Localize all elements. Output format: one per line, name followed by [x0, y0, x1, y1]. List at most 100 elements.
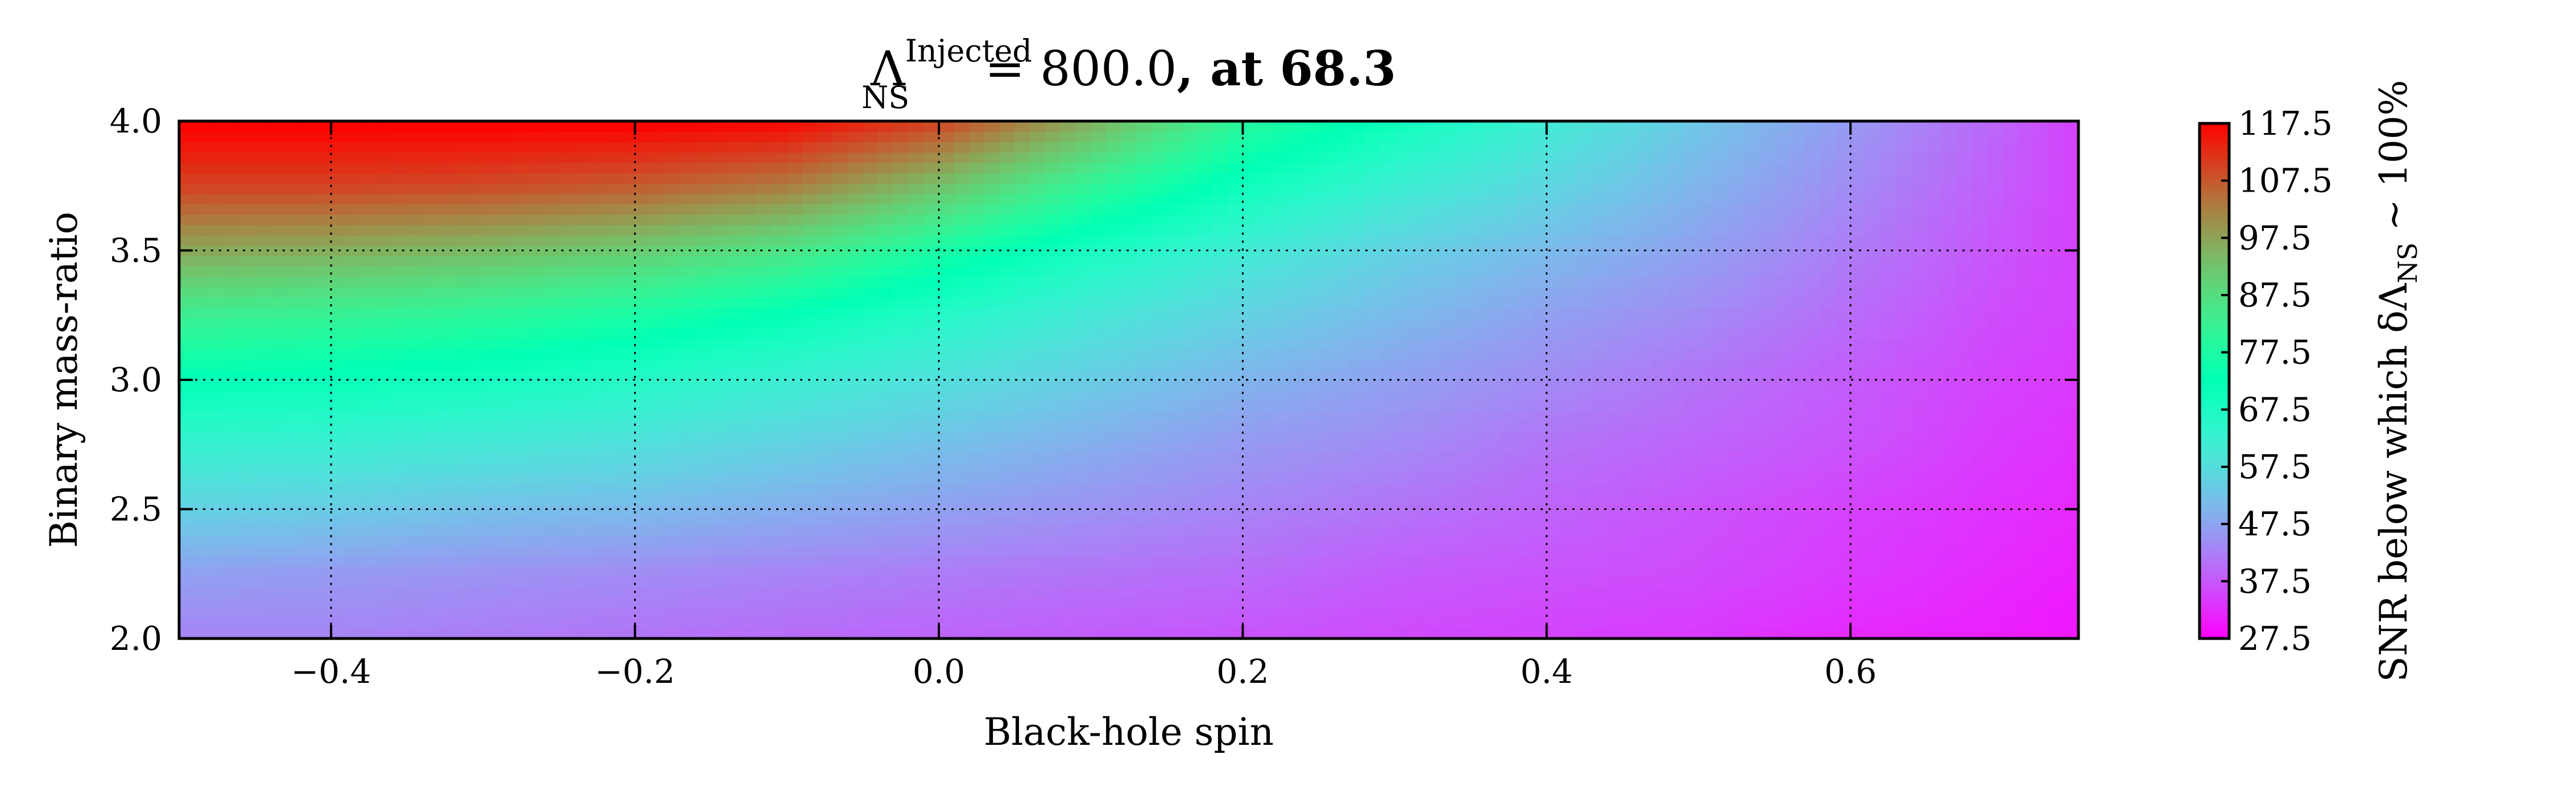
heatmap-cell — [392, 235, 408, 246]
heatmap-cell — [452, 442, 469, 453]
heatmap-cell — [1531, 472, 1547, 484]
heatmap-cell — [1622, 587, 1639, 598]
heatmap-cell — [954, 266, 970, 277]
heatmap-cell — [1471, 545, 1486, 557]
heatmap-cell — [1045, 535, 1061, 546]
heatmap-cell — [513, 349, 529, 360]
heatmap-cell — [1638, 297, 1654, 308]
heatmap-cell — [1030, 462, 1046, 474]
heatmap-cell — [1577, 524, 1593, 536]
heatmap-cell — [1531, 390, 1547, 401]
heatmap-cell — [1060, 287, 1076, 298]
heatmap-cell — [255, 245, 271, 256]
heatmap-cell — [1562, 494, 1578, 505]
heatmap-cell — [209, 359, 226, 370]
heatmap-cell — [574, 504, 590, 515]
heatmap-cell — [1319, 555, 1335, 567]
heatmap-cell — [194, 566, 210, 577]
heatmap-cell — [422, 317, 438, 329]
heatmap-cell — [346, 411, 362, 422]
heatmap-cell — [376, 452, 392, 463]
heatmap-cell — [954, 349, 970, 360]
heatmap-cell — [346, 349, 362, 360]
heatmap-cell — [392, 617, 408, 629]
heatmap-cell — [711, 555, 727, 567]
heatmap-cell — [772, 504, 788, 515]
heatmap-cell — [1957, 597, 1973, 608]
heatmap-cell — [2063, 297, 2078, 308]
heatmap-cell — [741, 597, 757, 608]
heatmap-cell — [194, 545, 210, 557]
heatmap-cell — [1227, 442, 1244, 453]
heatmap-cell — [1744, 628, 1760, 639]
heatmap-cell — [802, 576, 818, 587]
heatmap-cell — [1394, 628, 1411, 639]
heatmap-cell — [1197, 555, 1213, 567]
heatmap-cell — [1288, 576, 1304, 587]
heatmap-cell — [711, 235, 727, 246]
heatmap-cell — [270, 535, 286, 546]
heatmap-cell — [2048, 390, 2064, 401]
heatmap-cell — [878, 307, 894, 318]
heatmap-cell — [2018, 349, 2034, 360]
heatmap-cell — [1501, 297, 1517, 308]
heatmap-cell — [1562, 607, 1578, 619]
heatmap-cell — [1288, 349, 1304, 360]
heatmap-cell — [1562, 328, 1578, 339]
heatmap-cell — [285, 628, 301, 639]
heatmap-cell — [1729, 369, 1745, 380]
heatmap-cell — [1926, 504, 1943, 515]
heatmap-cell — [650, 483, 666, 495]
heatmap-cell — [1014, 566, 1031, 577]
heatmap-cell — [1592, 328, 1608, 339]
heatmap-cell — [604, 617, 620, 629]
heatmap-cell — [1683, 380, 1699, 391]
heatmap-cell — [1531, 597, 1547, 608]
heatmap-cell — [2063, 369, 2078, 380]
heatmap-cell — [225, 555, 241, 567]
heatmap-cell — [574, 587, 590, 598]
heatmap-cell — [1197, 349, 1213, 360]
heatmap-cell — [1349, 369, 1365, 380]
heatmap-cell — [923, 472, 939, 484]
heatmap-cell — [1987, 317, 2003, 329]
heatmap-cell — [1182, 380, 1198, 391]
heatmap-cell — [1972, 483, 1988, 495]
heatmap-cell — [300, 235, 317, 246]
heatmap-cell — [1683, 472, 1699, 484]
heatmap-cell — [1030, 535, 1046, 546]
heatmap-cell — [1531, 576, 1547, 587]
heatmap-cell — [467, 545, 484, 557]
heatmap-cell — [1516, 245, 1532, 256]
heatmap-cell — [1455, 421, 1472, 432]
heatmap-cell — [179, 276, 195, 288]
heatmap-cell — [741, 245, 757, 256]
heatmap-cell — [1820, 597, 1836, 608]
heatmap-cell — [589, 566, 606, 577]
heatmap-cell — [270, 328, 286, 339]
heatmap-cell — [1713, 328, 1730, 339]
heatmap-cell — [863, 587, 879, 598]
heatmap-cell — [1820, 411, 1836, 422]
heatmap-cell — [741, 452, 757, 463]
heatmap-cell — [1759, 411, 1775, 422]
heatmap-cell — [1607, 349, 1624, 360]
heatmap-cell — [1516, 421, 1532, 432]
heatmap-cell — [1364, 317, 1380, 329]
heatmap-cell — [2032, 514, 2049, 525]
heatmap-cell — [346, 317, 362, 329]
heatmap-cell — [1562, 472, 1578, 484]
heatmap-cell — [650, 255, 666, 267]
heatmap-cell — [1668, 317, 1684, 329]
heatmap-cell — [1227, 225, 1244, 236]
heatmap-cell — [711, 483, 727, 495]
heatmap-cell — [1333, 535, 1350, 546]
heatmap-cell — [786, 535, 803, 546]
heatmap-cell — [1987, 442, 2003, 453]
heatmap-cell — [574, 411, 590, 422]
heatmap-cell — [574, 287, 590, 298]
heatmap-cell — [300, 266, 317, 277]
heatmap-cell — [984, 514, 1000, 525]
heatmap-cell — [513, 266, 529, 277]
heatmap-cell — [619, 307, 636, 318]
